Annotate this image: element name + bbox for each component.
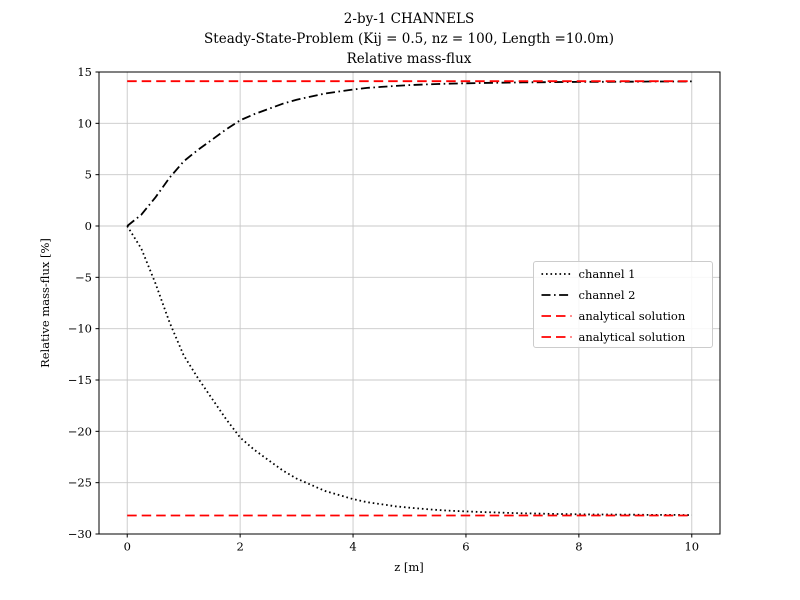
x-tick-label: 6 xyxy=(462,540,469,554)
x-tick-label: 0 xyxy=(124,540,131,554)
series-line-1-channel-2 xyxy=(126,80,692,227)
chart-titles: 2-by-1 CHANNELS Steady-State-Problem (Ki… xyxy=(204,11,614,67)
axis-ticks xyxy=(95,71,693,538)
x-tick-label: 8 xyxy=(575,540,582,554)
legend-label: channel 1 xyxy=(579,267,636,281)
series-line-0-channel-1 xyxy=(126,225,692,516)
y-tick-label: 0 xyxy=(85,219,92,233)
legend-label: analytical solution xyxy=(579,330,686,344)
y-tick-label: −10 xyxy=(68,322,92,336)
legend-label: channel 2 xyxy=(579,288,636,302)
x-tick-label: 10 xyxy=(684,540,699,554)
y-tick-label: −30 xyxy=(68,527,92,541)
tick-labels: 0 2 4 6 8 10 −30 −25 −20 −15 −10 −5 0 5 10 15 xyxy=(68,65,699,554)
legend-box xyxy=(533,261,713,348)
x-tick-label: 2 xyxy=(236,540,243,554)
legend: channel 1 channel 2 analytical solution ana… xyxy=(533,261,713,348)
y-tick-label: −20 xyxy=(68,424,92,438)
y-tick-label: 10 xyxy=(77,116,92,130)
y-tick-label: −5 xyxy=(75,270,92,284)
chart-subtitle-2: Relative mass-flux xyxy=(347,51,472,67)
chart-subtitle: Steady-State-Problem (Kij = 0.5, nz = 10… xyxy=(204,31,614,47)
series-lines xyxy=(126,80,692,517)
y-axis-label: Relative mass-flux [%] xyxy=(38,238,52,368)
legend-label: analytical solution xyxy=(579,309,686,323)
y-tick-label: 15 xyxy=(77,65,92,79)
axes-frame xyxy=(98,71,721,535)
y-tick-label: −25 xyxy=(68,476,92,490)
x-tick-label: 4 xyxy=(349,540,356,554)
chart-title: 2-by-1 CHANNELS xyxy=(344,11,474,27)
y-tick-label: 5 xyxy=(85,168,92,182)
x-axis-label: z [m] xyxy=(394,560,424,574)
y-tick-label: −15 xyxy=(68,373,92,387)
